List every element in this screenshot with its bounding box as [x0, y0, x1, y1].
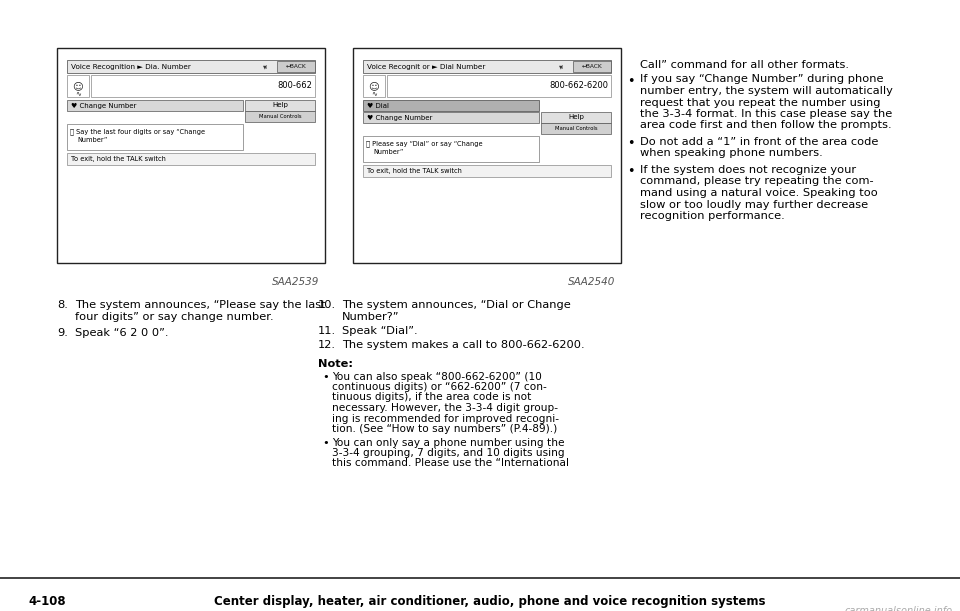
Text: If the system does not recognize your: If the system does not recognize your: [640, 165, 856, 175]
Text: To exit, hold the TALK switch: To exit, hold the TALK switch: [367, 168, 462, 174]
Text: ▼l: ▼l: [559, 64, 564, 69]
Bar: [67, 100, 243, 111]
Bar: [245, 100, 315, 111]
Text: necessary. However, the 3-3-4 digit group-: necessary. However, the 3-3-4 digit grou…: [332, 403, 558, 413]
Text: •: •: [322, 437, 328, 447]
Text: ⓘ Please say “Dial” or say “Change: ⓘ Please say “Dial” or say “Change: [366, 140, 483, 147]
Text: •: •: [627, 137, 635, 150]
Text: ▼l: ▼l: [263, 64, 268, 69]
Text: Manual Controls: Manual Controls: [555, 126, 597, 131]
Text: slow or too loudly may further decrease: slow or too loudly may further decrease: [640, 200, 868, 210]
Text: 800-662-6200: 800-662-6200: [549, 81, 608, 90]
Text: ☺: ☺: [369, 81, 379, 92]
Text: The system makes a call to 800-662-6200.: The system makes a call to 800-662-6200.: [342, 340, 585, 351]
Bar: [67, 75, 89, 97]
Text: continuous digits) or “662-6200” (7 con-: continuous digits) or “662-6200” (7 con-: [332, 382, 547, 392]
Text: number entry, the system will automatically: number entry, the system will automatica…: [640, 86, 893, 96]
Text: 3-3-4 grouping, 7 digits, and 10 digits using: 3-3-4 grouping, 7 digits, and 10 digits …: [332, 448, 564, 458]
Text: ↩BACK: ↩BACK: [286, 64, 306, 69]
Bar: [57, 48, 325, 263]
Text: carmanualsonline.info: carmanualsonline.info: [845, 606, 953, 611]
Bar: [363, 112, 539, 123]
Bar: [573, 61, 611, 72]
Text: recognition performance.: recognition performance.: [640, 211, 784, 221]
Text: Number”: Number”: [77, 137, 108, 143]
Text: this command. Please use the “International: this command. Please use the “Internatio…: [332, 458, 569, 469]
Bar: [67, 60, 315, 73]
Text: 9.: 9.: [57, 328, 68, 338]
Text: when speaking phone numbers.: when speaking phone numbers.: [640, 148, 823, 158]
Text: SAA2539: SAA2539: [272, 277, 319, 287]
Bar: [363, 136, 539, 162]
Bar: [541, 112, 611, 123]
Text: ♥ Dial: ♥ Dial: [367, 103, 389, 109]
Text: 10.: 10.: [318, 300, 336, 310]
Text: ☺: ☺: [73, 81, 84, 92]
Text: Call” command for all other formats.: Call” command for all other formats.: [640, 60, 849, 70]
Text: You can only say a phone number using the: You can only say a phone number using th…: [332, 437, 564, 447]
Text: Manual Controls: Manual Controls: [258, 114, 301, 119]
Text: Speak “6 2 0 0”.: Speak “6 2 0 0”.: [75, 328, 169, 338]
Text: Voice Recognit or ► Dial Number: Voice Recognit or ► Dial Number: [367, 64, 486, 70]
Text: tion. (See “How to say numbers” (P.4-89).): tion. (See “How to say numbers” (P.4-89)…: [332, 424, 557, 434]
Text: Note:: Note:: [318, 359, 353, 369]
Text: 8.: 8.: [57, 300, 68, 310]
Text: Number”: Number”: [373, 149, 403, 155]
Text: SAA2540: SAA2540: [567, 277, 615, 287]
Text: 4-108: 4-108: [28, 595, 65, 608]
Text: ↩BACK: ↩BACK: [582, 64, 602, 69]
Text: •: •: [627, 75, 635, 87]
Bar: [363, 75, 385, 97]
Text: Voice Recognition ► Dia. Number: Voice Recognition ► Dia. Number: [71, 64, 191, 70]
Text: ing is recommended for improved recogni-: ing is recommended for improved recogni-: [332, 414, 559, 423]
Text: •: •: [627, 165, 635, 178]
Text: 12.: 12.: [318, 340, 336, 351]
Text: •: •: [322, 371, 328, 381]
Text: ∿: ∿: [75, 90, 81, 97]
Bar: [353, 48, 621, 263]
Bar: [363, 165, 611, 177]
Bar: [67, 153, 315, 165]
Text: ⓘ Say the last four digits or say “Change: ⓘ Say the last four digits or say “Chang…: [70, 128, 205, 134]
Text: 800-662: 800-662: [277, 81, 312, 90]
Text: ∿: ∿: [372, 90, 377, 97]
Text: To exit, hold the TALK switch: To exit, hold the TALK switch: [71, 156, 166, 162]
Bar: [541, 123, 611, 134]
Bar: [387, 75, 611, 97]
Text: The system announces, “Dial or Change: The system announces, “Dial or Change: [342, 300, 571, 310]
Bar: [245, 111, 315, 122]
Bar: [67, 124, 243, 150]
Text: Number?”: Number?”: [342, 312, 399, 321]
Text: ♥ Change Number: ♥ Change Number: [71, 103, 136, 109]
Text: Do not add a “1” in front of the area code: Do not add a “1” in front of the area co…: [640, 137, 878, 147]
Text: 11.: 11.: [318, 326, 336, 336]
Text: You can also speak “800-662-6200” (10: You can also speak “800-662-6200” (10: [332, 371, 541, 381]
Text: tinuous digits), if the area code is not: tinuous digits), if the area code is not: [332, 392, 532, 403]
Text: request that you repeat the number using: request that you repeat the number using: [640, 98, 880, 108]
Text: area code first and then follow the prompts.: area code first and then follow the prom…: [640, 120, 892, 131]
Text: four digits” or say change number.: four digits” or say change number.: [75, 312, 274, 321]
Text: If you say “Change Number” during phone: If you say “Change Number” during phone: [640, 75, 883, 84]
Bar: [91, 75, 315, 97]
Text: The system announces, “Please say the last: The system announces, “Please say the la…: [75, 300, 325, 310]
Text: the 3-3-4 format. In this case please say the: the 3-3-4 format. In this case please sa…: [640, 109, 892, 119]
Text: Help: Help: [568, 114, 584, 120]
Bar: [363, 100, 539, 111]
Text: command, please try repeating the com-: command, please try repeating the com-: [640, 177, 874, 186]
Text: Speak “Dial”.: Speak “Dial”.: [342, 326, 418, 336]
Text: ♥ Change Number: ♥ Change Number: [367, 114, 432, 120]
Text: Center display, heater, air conditioner, audio, phone and voice recognition syst: Center display, heater, air conditioner,…: [214, 595, 766, 608]
Bar: [363, 60, 611, 73]
Text: mand using a natural voice. Speaking too: mand using a natural voice. Speaking too: [640, 188, 877, 198]
Text: Help: Help: [272, 103, 288, 109]
Bar: [277, 61, 315, 72]
